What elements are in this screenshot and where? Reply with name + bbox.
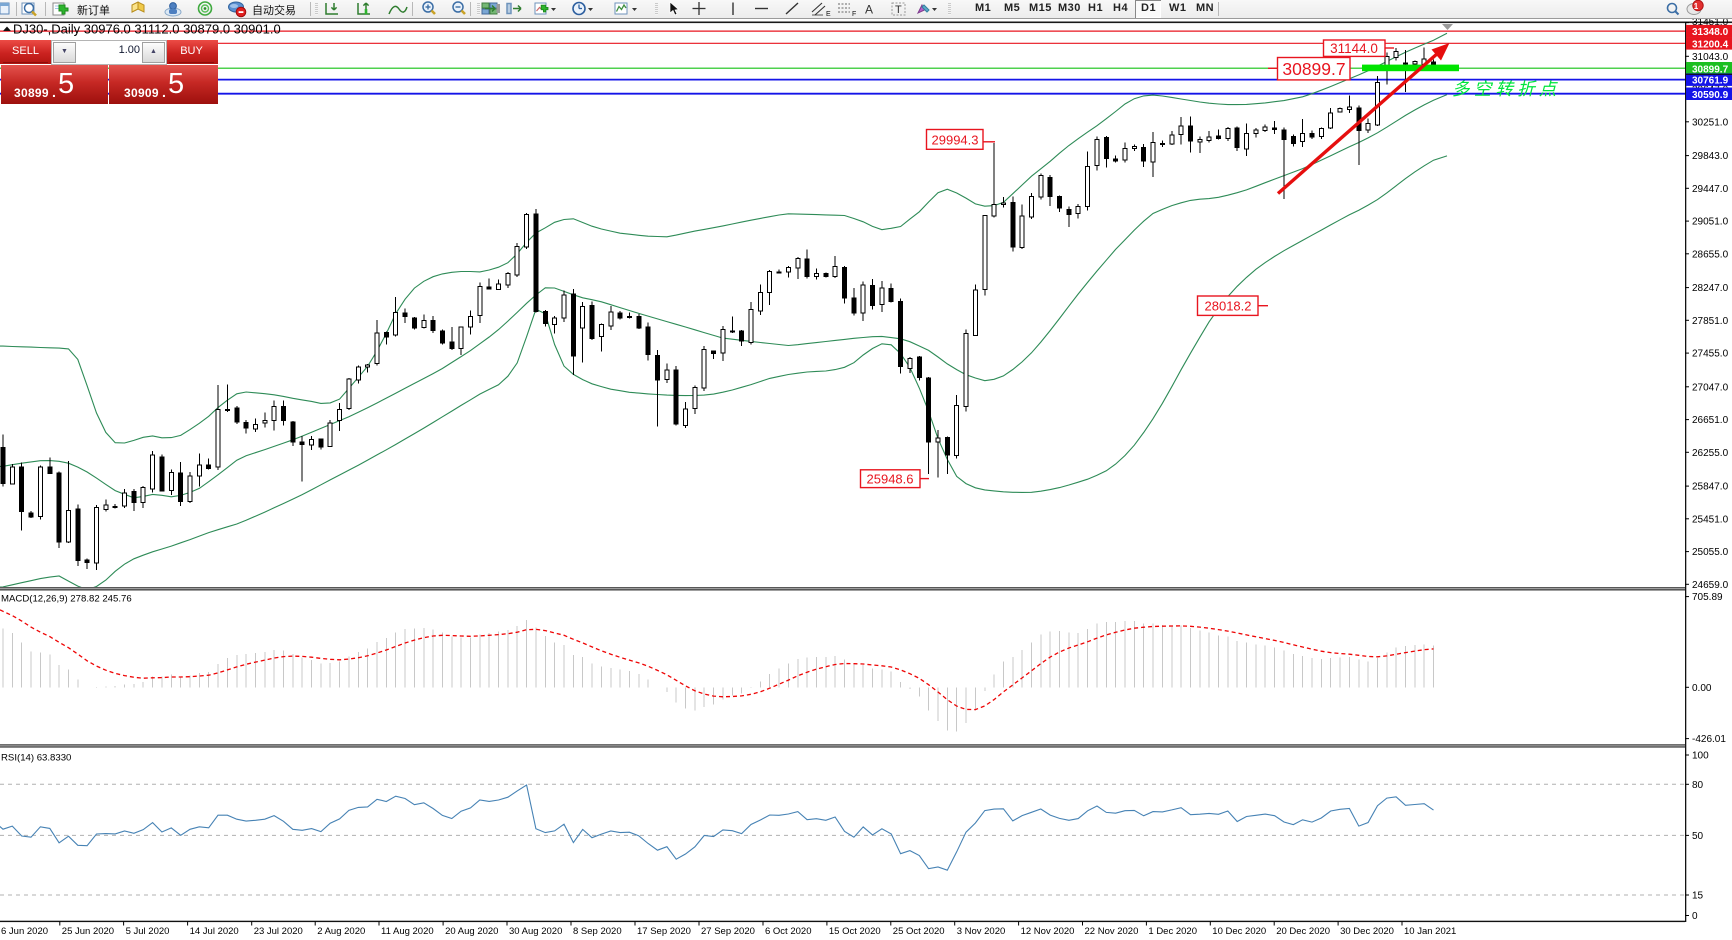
svg-text:20 Dec 2020: 20 Dec 2020: [1276, 926, 1330, 937]
svg-text:12 Nov 2020: 12 Nov 2020: [1021, 926, 1075, 937]
svg-text:1 Dec 2020: 1 Dec 2020: [1148, 926, 1197, 937]
svg-text:100: 100: [1692, 751, 1709, 762]
svg-text:31144.0: 31144.0: [1330, 41, 1378, 56]
svg-text:705.89: 705.89: [1692, 592, 1723, 603]
svg-text:24659.0: 24659.0: [1692, 580, 1729, 591]
svg-text:15: 15: [1692, 891, 1704, 902]
svg-text:10 Jan 2021: 10 Jan 2021: [1404, 926, 1456, 937]
svg-text:31348.0: 31348.0: [1692, 27, 1729, 38]
svg-text:F: F: [852, 11, 856, 18]
svg-text:31451.0: 31451.0: [1692, 17, 1729, 28]
svg-text:15 Oct 2020: 15 Oct 2020: [829, 926, 881, 937]
svg-text:27 Sep 2020: 27 Sep 2020: [701, 926, 755, 937]
svg-text:2 Aug 2020: 2 Aug 2020: [317, 926, 365, 937]
svg-text:30899.7: 30899.7: [1692, 64, 1729, 75]
svg-text:5 Jul 2020: 5 Jul 2020: [126, 926, 170, 937]
svg-text:30761.9: 30761.9: [1692, 76, 1729, 87]
svg-text:RSI(14) 63.8330: RSI(14) 63.8330: [1, 753, 71, 764]
svg-text:26255.0: 26255.0: [1692, 448, 1729, 459]
svg-text:25847.0: 25847.0: [1692, 482, 1729, 493]
svg-text:11 Aug 2020: 11 Aug 2020: [381, 926, 434, 937]
svg-text:50: 50: [1692, 831, 1704, 842]
svg-text:1: 1: [1694, 2, 1699, 11]
svg-text:23 Jul 2020: 23 Jul 2020: [254, 926, 303, 937]
svg-text:29994.3: 29994.3: [932, 132, 979, 147]
svg-text:30251.0: 30251.0: [1692, 117, 1729, 128]
svg-text:30 Dec 2020: 30 Dec 2020: [1340, 926, 1394, 937]
svg-text:25 Oct 2020: 25 Oct 2020: [893, 926, 945, 937]
svg-text:-426.01: -426.01: [1692, 734, 1726, 745]
svg-text:25451.0: 25451.0: [1692, 514, 1729, 525]
svg-text:多空转折点: 多空转折点: [1452, 79, 1561, 99]
svg-text:25948.6: 25948.6: [867, 471, 914, 486]
svg-text:27047.0: 27047.0: [1692, 382, 1729, 393]
svg-text:22 Nov 2020: 22 Nov 2020: [1085, 926, 1139, 937]
svg-text:0: 0: [1692, 911, 1698, 922]
svg-text:30899.7: 30899.7: [1282, 59, 1345, 79]
svg-text:28247.0: 28247.0: [1692, 283, 1729, 294]
svg-text:14 Jul 2020: 14 Jul 2020: [190, 926, 239, 937]
svg-text:10 Dec 2020: 10 Dec 2020: [1212, 926, 1266, 937]
svg-text:8 Sep 2020: 8 Sep 2020: [573, 926, 622, 937]
svg-text:A: A: [865, 3, 873, 17]
svg-text:29051.0: 29051.0: [1692, 217, 1729, 228]
svg-text:80: 80: [1692, 780, 1704, 791]
svg-text:30590.9: 30590.9: [1692, 90, 1729, 101]
svg-text:25055.0: 25055.0: [1692, 547, 1729, 558]
svg-text:17 Sep 2020: 17 Sep 2020: [637, 926, 691, 937]
svg-text:25 Jun 2020: 25 Jun 2020: [62, 926, 114, 937]
svg-text:29843.0: 29843.0: [1692, 151, 1729, 162]
svg-text:MACD(12,26,9) 278.82 245.76: MACD(12,26,9) 278.82 245.76: [1, 594, 132, 605]
svg-text:26651.0: 26651.0: [1692, 415, 1729, 426]
svg-text:0.00: 0.00: [1692, 683, 1712, 694]
svg-text:20 Aug 2020: 20 Aug 2020: [445, 926, 498, 937]
svg-text:6 Jun 2020: 6 Jun 2020: [1, 926, 48, 937]
svg-text:27455.0: 27455.0: [1692, 349, 1729, 360]
svg-text:E: E: [826, 11, 831, 18]
svg-text:28655.0: 28655.0: [1692, 249, 1729, 260]
svg-text:30 Aug 2020: 30 Aug 2020: [509, 926, 562, 937]
svg-text:28018.2: 28018.2: [1205, 298, 1252, 313]
svg-text:DJ30-,Daily 30976.0 31112.0 3: DJ30-,Daily 30976.0 31112.0 30879.0 3090…: [13, 22, 281, 37]
svg-text:29447.0: 29447.0: [1692, 184, 1729, 195]
svg-text:31043.0: 31043.0: [1692, 52, 1729, 63]
svg-text:3 Nov 2020: 3 Nov 2020: [957, 926, 1006, 937]
svg-text:27851.0: 27851.0: [1692, 316, 1729, 327]
svg-text:31200.4: 31200.4: [1692, 39, 1729, 50]
svg-text:6 Oct 2020: 6 Oct 2020: [765, 926, 811, 937]
svg-text:T: T: [895, 4, 902, 16]
